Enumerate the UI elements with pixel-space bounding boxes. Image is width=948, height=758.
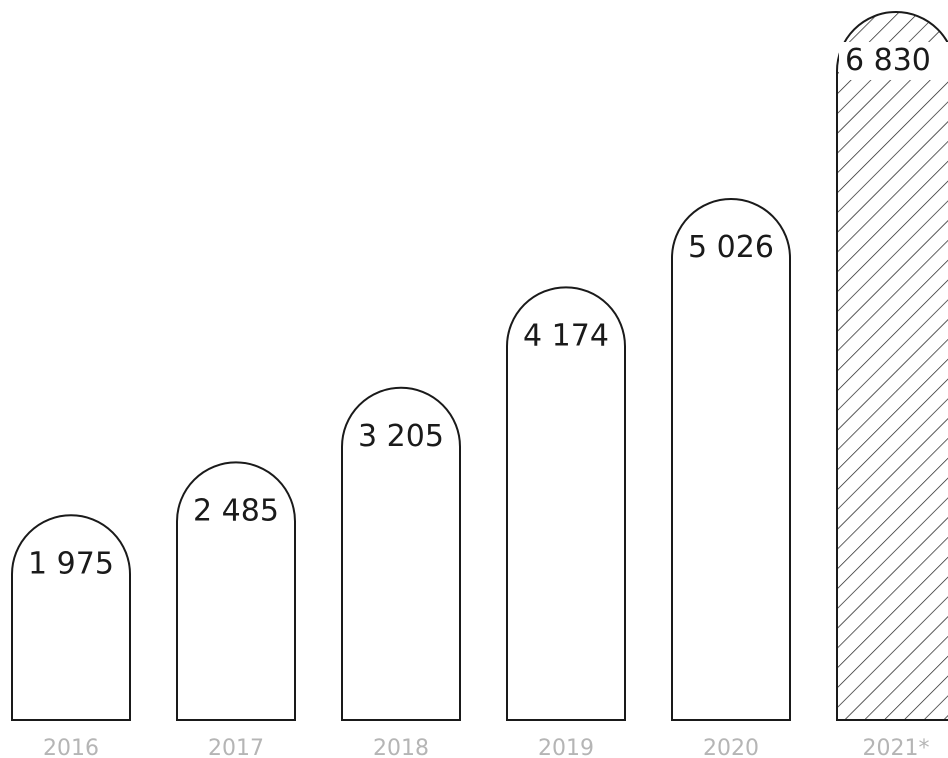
bar-2016 <box>11 514 131 721</box>
value-label-2018: 3 205 <box>358 419 444 454</box>
bar-2018 <box>341 386 461 721</box>
category-labels-group: 2016 2017 2018 2019 2020 2021* <box>43 736 930 758</box>
bar-2019 <box>506 286 626 721</box>
category-label-2016: 2016 <box>43 736 99 758</box>
category-label-2018: 2018 <box>373 736 429 758</box>
category-label-2019: 2019 <box>538 736 594 758</box>
bar-2021 <box>836 11 948 721</box>
category-label-2020: 2020 <box>703 736 759 758</box>
bar-2020 <box>671 198 791 721</box>
value-label-2021: 6 830 <box>845 43 931 78</box>
value-label-2019: 4 174 <box>523 318 609 353</box>
value-label-2017: 2 485 <box>193 493 279 528</box>
category-label-2021: 2021* <box>863 736 930 758</box>
value-label-bg-2021 <box>839 42 948 80</box>
category-label-2017: 2017 <box>208 736 264 758</box>
bars-group: 1 975 2 485 3 205 4 174 5 026 6 830 <box>11 11 948 721</box>
bar-2017 <box>176 461 296 721</box>
value-label-2016: 1 975 <box>28 546 114 581</box>
value-label-2020: 5 026 <box>688 230 774 265</box>
